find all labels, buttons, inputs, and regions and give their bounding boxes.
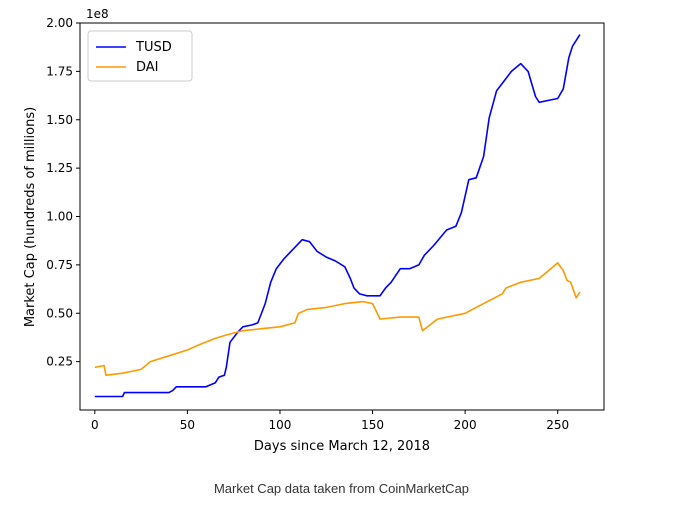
y-tick-label: 0.75 — [46, 258, 73, 272]
y-tick-label: 2.00 — [46, 16, 73, 30]
y-tick-label: 1.50 — [46, 113, 73, 127]
legend: TUSD DAI — [87, 30, 193, 82]
figure-caption: Market Cap data taken from CoinMarketCap — [213, 481, 470, 496]
x-tick-label: 0 — [91, 418, 99, 432]
x-axis-label: Days since March 12, 2018 — [254, 439, 430, 454]
x-tick-label: 250 — [546, 418, 569, 432]
series-line-tusd — [94, 34, 581, 398]
x-tick-label: 100 — [269, 418, 292, 432]
market-cap-chart: 0 50 100 150 200 250 0.25 0.50 0.75 1.00 1.25 1.50… — [23, 7, 605, 454]
legend-label-dai: DAI — [136, 60, 159, 75]
legend-label-tusd: TUSD — [135, 40, 172, 55]
y-offset-text: 1e8 — [86, 7, 109, 21]
series-line-dai — [94, 262, 581, 377]
x-axis-ticks: 0 50 100 150 200 250 — [91, 410, 569, 432]
y-tick-label: 1.25 — [46, 161, 73, 175]
x-tick-label: 200 — [454, 418, 477, 432]
y-tick-label: 1.75 — [46, 64, 73, 78]
series-lines — [94, 34, 581, 398]
y-axis-label: Market Cap (hundreds of millions) — [23, 107, 38, 327]
y-tick-label: 0.25 — [46, 355, 73, 369]
x-tick-label: 150 — [361, 418, 384, 432]
legend-box — [87, 30, 193, 82]
y-axis-ticks: 0.25 0.50 0.75 1.00 1.25 1.50 1.75 2.00 — [46, 16, 80, 369]
y-tick-label: 1.00 — [46, 210, 73, 224]
x-tick-label: 50 — [180, 418, 195, 432]
y-tick-label: 0.50 — [46, 306, 73, 320]
